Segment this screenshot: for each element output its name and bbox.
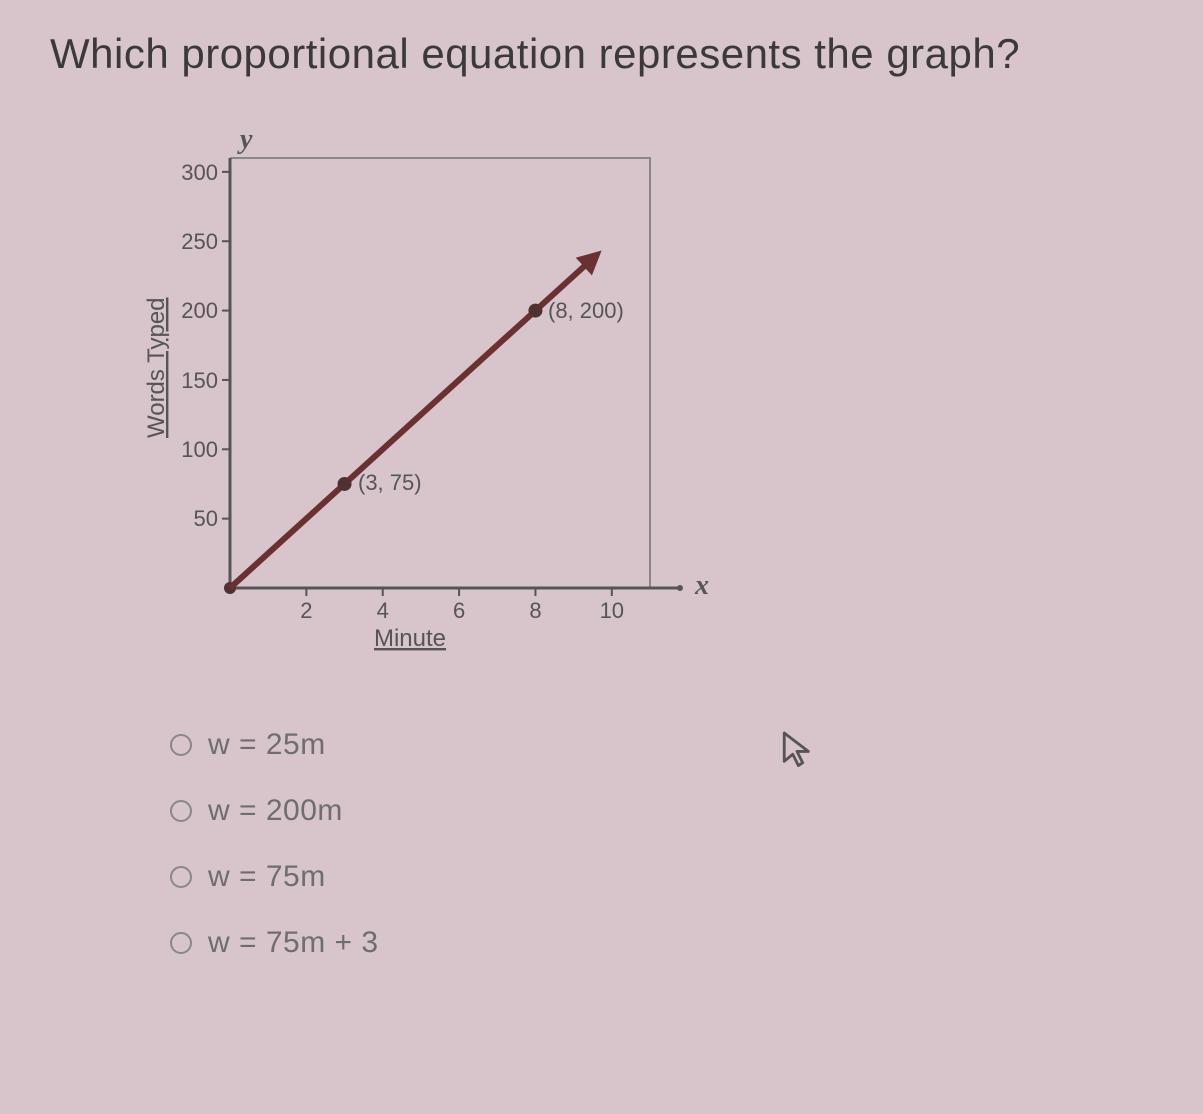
radio-icon[interactable] (170, 800, 192, 822)
radio-icon[interactable] (170, 866, 192, 888)
x-tick-label: 8 (529, 598, 541, 623)
option-label: w = 25m (208, 728, 326, 762)
y-var-label: y (237, 124, 253, 155)
x-tick-label: 6 (453, 598, 465, 623)
x-tick-label: 10 (600, 598, 624, 623)
y-tick-label: 150 (181, 368, 218, 393)
x-tick-label: 4 (377, 598, 389, 623)
y-tick-label: 250 (181, 229, 218, 254)
y-tick-label: 300 (181, 160, 218, 185)
data-point (528, 304, 542, 318)
plot-border (230, 158, 650, 588)
option-d[interactable]: w = 75m + 3 (170, 926, 1163, 960)
x-var-label: x (694, 570, 709, 601)
option-label: w = 75m (208, 860, 326, 894)
radio-icon[interactable] (170, 734, 192, 756)
option-label: w = 75m + 3 (208, 926, 379, 960)
data-point (338, 477, 352, 491)
question-text: Which proportional equation represents t… (50, 30, 1163, 78)
option-a[interactable]: w = 25m (170, 728, 1163, 762)
cursor-icon (780, 730, 814, 779)
x-axis-title: Minute (374, 625, 446, 652)
option-label: w = 200m (208, 794, 343, 828)
x-tick-label: 2 (300, 598, 312, 623)
y-ticks: 50 100 150 200 250 300 (181, 160, 230, 531)
y-axis-title: Words Typed (143, 297, 170, 438)
radio-icon[interactable] (170, 932, 192, 954)
y-tick-label: 50 (194, 506, 218, 531)
y-tick-label: 200 (181, 298, 218, 323)
answer-options: w = 25m w = 200m w = 75m w = 75m + 3 (170, 728, 1163, 960)
data-point-label: (3, 75) (358, 470, 422, 495)
page-root: Which proportional equation represents t… (0, 0, 1203, 1114)
y-tick-label: 100 (181, 437, 218, 462)
chart-svg: y x Words Typed Minute 2 4 6 8 10 50 100… (140, 118, 760, 658)
chart-container: y x Words Typed Minute 2 4 6 8 10 50 100… (140, 118, 700, 638)
axis-end-dot (677, 585, 683, 591)
x-ticks: 2 4 6 8 10 (300, 588, 624, 623)
option-c[interactable]: w = 75m (170, 860, 1163, 894)
data-point-label: (8, 200) (548, 298, 624, 323)
option-b[interactable]: w = 200m (170, 794, 1163, 828)
